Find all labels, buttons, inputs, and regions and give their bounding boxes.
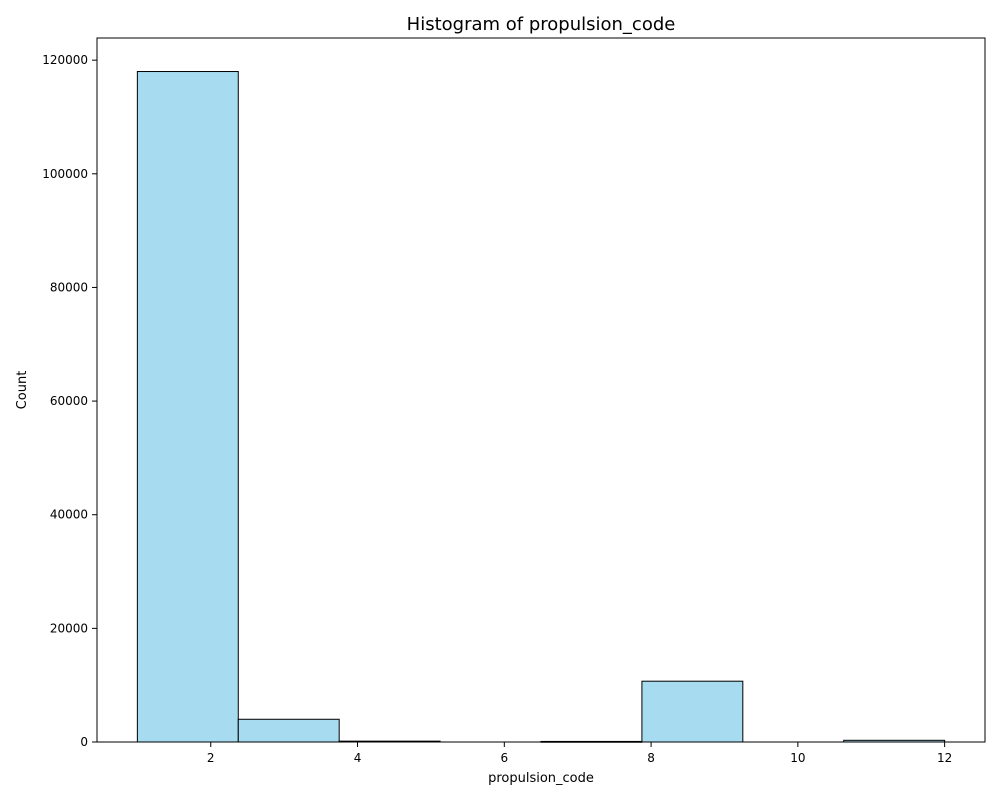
x-tick-label: 12 xyxy=(937,751,952,765)
y-tick-label: 60000 xyxy=(50,394,88,408)
y-tick-label: 0 xyxy=(80,735,88,749)
x-axis-label: propulsion_code xyxy=(488,771,594,786)
y-axis: 0 20000 40000 60000 80000 100000 120000 xyxy=(42,53,97,749)
y-tick-label: 40000 xyxy=(50,508,88,522)
x-tick-label: 10 xyxy=(790,751,805,765)
plot-frame xyxy=(96,37,986,743)
bars-layer xyxy=(136,71,946,743)
x-tick-label: 4 xyxy=(354,751,362,765)
y-tick-label: 80000 xyxy=(50,280,88,294)
y-tick-label: 120000 xyxy=(42,53,88,67)
y-tick-label: 20000 xyxy=(50,621,88,635)
chart-title: Histogram of propulsion_code xyxy=(407,14,676,35)
histogram-bar-0 xyxy=(136,71,239,743)
x-tick-label: 2 xyxy=(207,751,215,765)
x-tick-label: 8 xyxy=(647,751,655,765)
histogram-bar-1 xyxy=(237,718,340,743)
y-axis-label: Count xyxy=(15,371,30,410)
y-tick-label: 100000 xyxy=(42,167,88,181)
x-tick-label: 6 xyxy=(500,751,508,765)
histogram-bar-5 xyxy=(641,680,744,743)
x-axis: 2 4 6 8 10 12 xyxy=(207,742,952,765)
